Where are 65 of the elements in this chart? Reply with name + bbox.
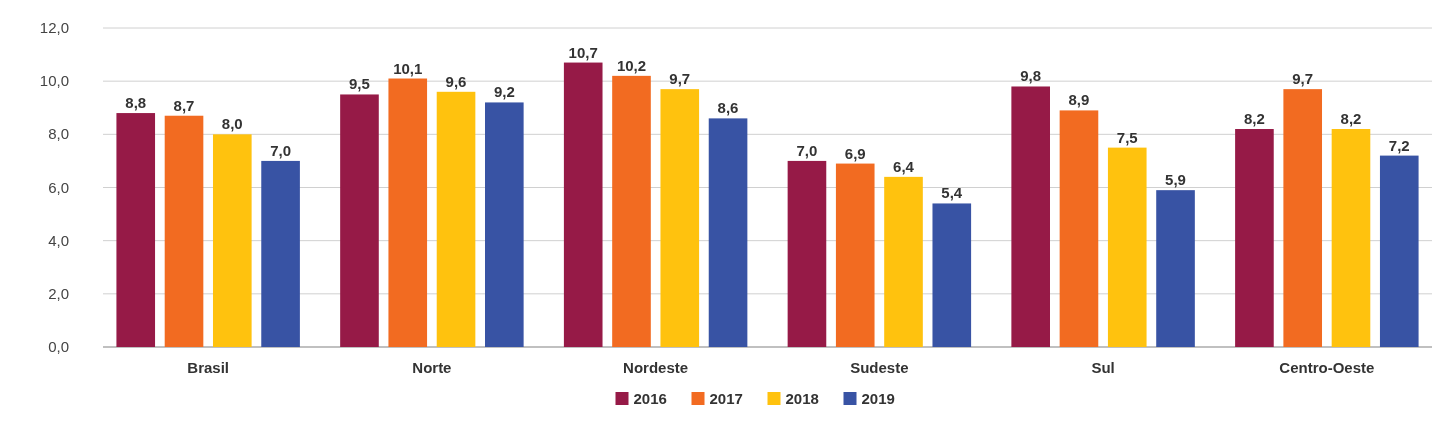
bar <box>1235 129 1274 347</box>
y-tick-label: 6,0 <box>48 178 69 196</box>
data-label: 9,7 <box>1292 70 1314 88</box>
data-label: 6,4 <box>893 157 915 175</box>
data-label: 8,0 <box>221 115 243 133</box>
bar <box>1011 86 1050 347</box>
bar <box>612 75 651 347</box>
data-label: 7,0 <box>270 141 292 159</box>
data-label: 8,2 <box>1340 110 1362 128</box>
bar <box>164 115 204 347</box>
bar <box>1156 190 1195 347</box>
data-label: 8,9 <box>1068 91 1090 109</box>
data-label: 8,2 <box>1243 110 1265 128</box>
y-tick-label: 10,0 <box>39 72 69 90</box>
bar <box>436 91 476 347</box>
bar <box>835 163 875 347</box>
data-label: 7,0 <box>796 141 818 159</box>
data-label: 9,5 <box>349 75 370 93</box>
y-tick-label: 0,0 <box>48 338 69 355</box>
data-label: 8,8 <box>125 94 147 112</box>
data-label: 10,7 <box>568 43 598 61</box>
x-tick-label: Centro-Oeste <box>1279 359 1375 376</box>
bar <box>708 118 748 347</box>
x-tick-label: Brasil <box>187 359 230 376</box>
y-tick-label: 4,0 <box>48 231 69 249</box>
bar <box>116 113 156 347</box>
y-tick-label: 2,0 <box>48 284 69 302</box>
legend-label: 2018 <box>785 390 819 407</box>
x-tick-label: Sudeste <box>850 359 909 376</box>
x-tick-label: Norte <box>412 359 452 376</box>
y-tick-label: 8,0 <box>48 125 69 143</box>
data-label: 9,6 <box>445 72 467 90</box>
bar <box>388 78 428 347</box>
bar <box>485 102 524 347</box>
bar <box>660 89 700 347</box>
data-label: 6,9 <box>844 144 866 162</box>
legend-label: 2016 <box>633 390 667 407</box>
legend-label: 2019 <box>861 390 895 407</box>
data-label: 5,9 <box>1165 171 1186 189</box>
data-label: 10,2 <box>616 56 647 74</box>
data-label: 8,7 <box>173 96 195 114</box>
y-tick-label: 12,0 <box>39 19 69 36</box>
bar <box>563 62 603 347</box>
bar <box>1059 110 1099 347</box>
data-label: 7,2 <box>1388 136 1410 154</box>
bar <box>1283 89 1323 347</box>
x-tick-label: Nordeste <box>623 359 689 376</box>
bar <box>932 203 972 347</box>
data-label: 7,5 <box>1116 128 1138 146</box>
legend-label: 2017 <box>709 390 743 407</box>
bar <box>1331 129 1371 347</box>
x-tick-label: Sul <box>1091 359 1115 376</box>
bar <box>787 160 827 347</box>
data-label: 10,1 <box>393 59 423 77</box>
bar <box>1107 147 1147 347</box>
data-label: 9,2 <box>493 83 515 101</box>
bar <box>884 176 923 347</box>
bar <box>212 134 252 347</box>
data-label: 8,6 <box>717 99 739 117</box>
data-label: 9,7 <box>669 70 691 88</box>
data-label: 9,8 <box>1020 67 1042 85</box>
bar <box>261 160 300 347</box>
bar <box>340 94 379 347</box>
bar <box>1379 155 1419 347</box>
data-label: 5,4 <box>941 184 963 202</box>
